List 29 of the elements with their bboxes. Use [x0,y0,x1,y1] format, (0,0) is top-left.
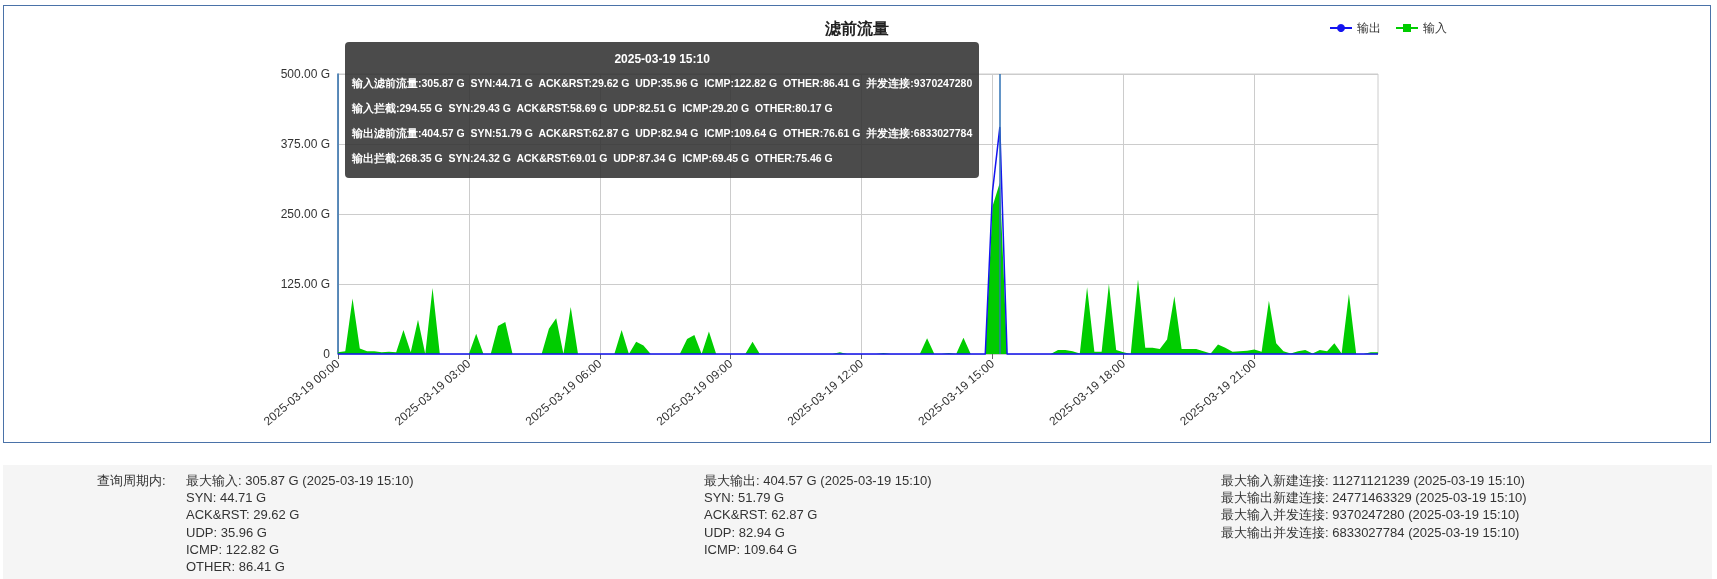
text: ACK&RST: 29.62 G [186,506,301,524]
y-tick-label: 375.00 G [280,137,330,151]
text: 查询周期内: [97,472,166,490]
text: 最大输出新建连接: 24771463329 (2025-03-19 15:10) [1221,489,1527,507]
text: SYN: 44.71 G [186,489,268,507]
text: SYN: 51.79 G [704,489,786,507]
text: ICMP: 109.64 G [704,540,799,559]
y-tick-label: 125.00 G [280,277,330,291]
text: 最大输出并发连接: 6833027784 (2025-03-19 15:10) [1221,523,1521,541]
text: 最大输入: 305.87 G (2025-03-19 15:10) [186,472,414,490]
text: ICMP: 122.82 G [186,540,281,559]
text: UDP: 35.96 G [186,523,268,541]
y-tick-label: 250.00 G [280,207,330,221]
text: 最大输出: 404.57 G (2025-03-19 15:10) [704,472,932,490]
text: 2025-03-19 15:10 [614,52,710,66]
y-tick-label: 500.00 G [280,67,330,81]
chart-title: 滤前流量 [824,18,889,37]
annotation: 输入滤前流量:305.87 G SYN:44.71 G ACK&RST:29.62 G UDP:35.96 G ICMP:122.82 G OTHER:86.41 G 并发连接:9370247280 [352,76,973,91]
legend-label: 输出 [1357,21,1381,35]
text: 最大输入新建连接: 11271121239 (2025-03-19 15:10) [1221,472,1526,490]
text: OTHER: 86.41 G [186,558,286,576]
text: ACK&RST: 62.87 G [704,506,819,524]
annotation: 输出滤前流量:404.57 G SYN:51.79 G ACK&RST:62.87 G UDP:82.94 G ICMP:109.64 G OTHER:76.61 G 并发连接:6833027784 [352,126,973,141]
text: UDP: 82.94 G [704,523,786,541]
annotation: 输出拦截:268.35 G SYN:24.32 G ACK&RST:69.01 G UDP:87.34 G ICMP:69.45 G OTHER:75.46 G [352,151,834,166]
y-tick-label: 0 [323,347,331,361]
legend-label: 输入 [1423,21,1447,35]
annotation: 输入拦截:294.55 G SYN:29.43 G ACK&RST:58.69 G UDP:82.51 G ICMP:29.20 G OTHER:80.17 G [352,101,834,116]
text: 最大输入并发连接: 9370247280 (2025-03-19 15:10) [1221,506,1521,524]
